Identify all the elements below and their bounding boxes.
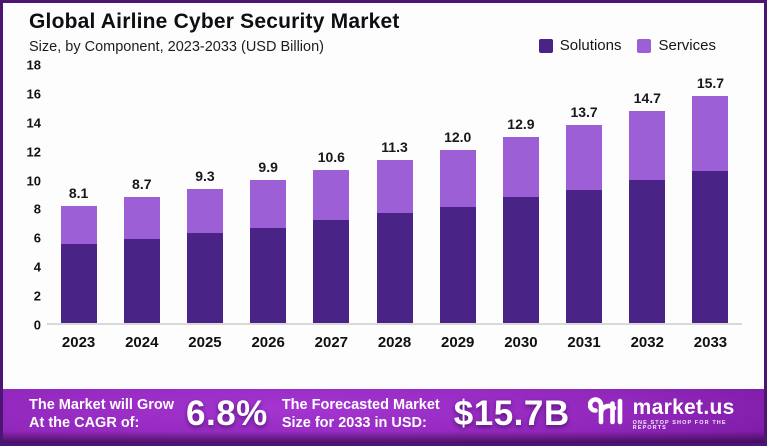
y-tick-label: 0 bbox=[33, 317, 41, 333]
brand-logo: market.us ONE STOP SHOP FOR THE REPORTS bbox=[587, 395, 748, 434]
x-tick-label: 2025 bbox=[188, 334, 222, 351]
y-tick-label: 10 bbox=[26, 173, 41, 189]
x-tick-label: 2031 bbox=[567, 334, 601, 351]
bar-2028: 11.3 bbox=[363, 65, 426, 323]
y-tick-label: 12 bbox=[26, 144, 41, 160]
brand-text: market.us ONE STOP SHOP FOR THE REPORTS bbox=[633, 397, 742, 432]
bar-segment-solutions bbox=[313, 220, 350, 323]
y-tick-label: 14 bbox=[26, 115, 41, 131]
banner-left-line2: At the CAGR of: bbox=[29, 415, 140, 431]
bar-total-label: 12.0 bbox=[444, 128, 472, 145]
y-tick-label: 6 bbox=[33, 230, 41, 246]
banner-mid-line2: Size for 2033 in USD: bbox=[281, 415, 427, 431]
chart-area: 0 2 4 6 8 10 12 14 16 18 8.1 8.7 9.3 9.9 10.6 11.3 12.0… bbox=[13, 58, 742, 333]
bar-segment-services bbox=[250, 180, 287, 228]
bar-segment-services bbox=[566, 125, 603, 191]
x-tick-label: 2033 bbox=[693, 334, 728, 351]
y-tick-label: 2 bbox=[33, 288, 41, 304]
legend-label: Solutions bbox=[559, 37, 622, 54]
bar-segment-services bbox=[629, 110, 666, 180]
bar-segment-services bbox=[313, 169, 350, 221]
banner-left-text: The Market will Grow At the CAGR of: bbox=[29, 396, 174, 432]
forecast-value: $15.7B bbox=[453, 394, 570, 433]
bar-total-label: 11.3 bbox=[381, 138, 408, 155]
page-title: Global Airline Cyber Security Market bbox=[29, 10, 400, 33]
bar-total-label: 8.1 bbox=[68, 185, 89, 202]
bar-2024: 8.7 bbox=[110, 65, 173, 323]
bar-segment-solutions bbox=[692, 171, 729, 323]
marketus-logo-icon bbox=[587, 395, 626, 434]
x-tick-label: 2030 bbox=[504, 334, 538, 351]
bar-segment-services bbox=[439, 149, 476, 208]
bar-total-label: 8.7 bbox=[132, 176, 152, 193]
bar-segment-solutions bbox=[123, 239, 160, 323]
legend-swatch-icon bbox=[637, 38, 652, 53]
bar-segment-services bbox=[376, 159, 413, 214]
bar-2023: 8.1 bbox=[47, 65, 110, 323]
banner-mid-line1: The Forecasted Market bbox=[281, 396, 440, 413]
chart-subtitle: Size, by Component, 2023-2033 (USD Billi… bbox=[29, 39, 324, 55]
y-tick-label: 4 bbox=[33, 259, 41, 275]
x-tick-label: 2026 bbox=[251, 334, 285, 351]
cagr-value: 6.8% bbox=[186, 394, 268, 433]
bar-segment-solutions bbox=[566, 190, 603, 323]
legend-swatch-icon bbox=[538, 38, 553, 53]
y-tick-label: 8 bbox=[33, 201, 41, 217]
bar-total-label: 13.7 bbox=[570, 104, 598, 121]
legend-label: Services bbox=[658, 37, 716, 54]
plot-area: 8.1 8.7 9.3 9.9 10.6 11.3 12.0 12.9 13.7 14.7 15.7 bbox=[47, 65, 742, 325]
brand-tagline: ONE STOP SHOP FOR THE REPORTS bbox=[632, 419, 727, 431]
banner-mid-text: The Forecasted Market Size for 2033 in U… bbox=[282, 396, 440, 432]
bar-segment-services bbox=[186, 188, 223, 234]
bar-2025: 9.3 bbox=[173, 65, 236, 323]
x-tick-label: 2028 bbox=[377, 334, 412, 351]
y-tick-label: 18 bbox=[26, 57, 41, 73]
x-tick-label: 2024 bbox=[125, 334, 159, 351]
bar-total-label: 15.7 bbox=[696, 75, 725, 92]
bar-2033: 15.7 bbox=[679, 65, 742, 323]
legend-item-solutions: Solutions bbox=[538, 37, 622, 54]
bar-segment-solutions bbox=[186, 233, 223, 323]
bar-segment-solutions bbox=[439, 207, 476, 323]
cagr-banner: The Market will Grow At the CAGR of: 6.8… bbox=[3, 389, 764, 443]
bar-segment-solutions bbox=[60, 243, 97, 323]
bar-total-label: 9.3 bbox=[195, 167, 215, 184]
legend-item-services: Services bbox=[637, 37, 716, 54]
bar-2026: 9.9 bbox=[237, 65, 300, 323]
bar-segment-solutions bbox=[629, 180, 666, 323]
bar-segment-services bbox=[502, 136, 539, 198]
bar-total-label: 14.7 bbox=[633, 89, 661, 106]
y-axis: 0 2 4 6 8 10 12 14 16 18 bbox=[13, 58, 47, 333]
bar-segment-solutions bbox=[376, 213, 413, 323]
bar-segment-solutions bbox=[250, 227, 287, 323]
x-axis-labels: 2023 2024 2025 2026 2027 2028 2029 2030 2031 2032… bbox=[47, 325, 742, 351]
bar-2030: 12.9 bbox=[489, 65, 552, 323]
x-tick-label: 2027 bbox=[314, 334, 349, 351]
bar-segment-services bbox=[692, 96, 729, 172]
bar-total-label: 10.6 bbox=[317, 148, 345, 165]
banner-left-line1: The Market will Grow bbox=[29, 396, 175, 413]
bar-2029: 12.0 bbox=[426, 65, 489, 323]
x-tick-label: 2032 bbox=[630, 334, 664, 351]
brand-name: market.us bbox=[632, 395, 735, 419]
bar-2031: 13.7 bbox=[553, 65, 616, 323]
x-tick-label: 2029 bbox=[441, 334, 475, 351]
x-tick-label: 2023 bbox=[61, 334, 96, 351]
bar-total-label: 12.9 bbox=[507, 115, 535, 132]
chart-header: Global Airline Cyber Security Market Siz… bbox=[3, 3, 764, 55]
bar-segment-services bbox=[123, 197, 160, 240]
bar-segment-services bbox=[60, 206, 97, 244]
bar-segment-solutions bbox=[502, 197, 539, 323]
y-tick-label: 16 bbox=[26, 86, 41, 102]
bar-total-label: 9.9 bbox=[258, 159, 278, 176]
chart-legend: Solutions Services bbox=[538, 37, 716, 54]
bar-2027: 10.6 bbox=[300, 65, 363, 323]
bar-2032: 14.7 bbox=[616, 65, 679, 323]
